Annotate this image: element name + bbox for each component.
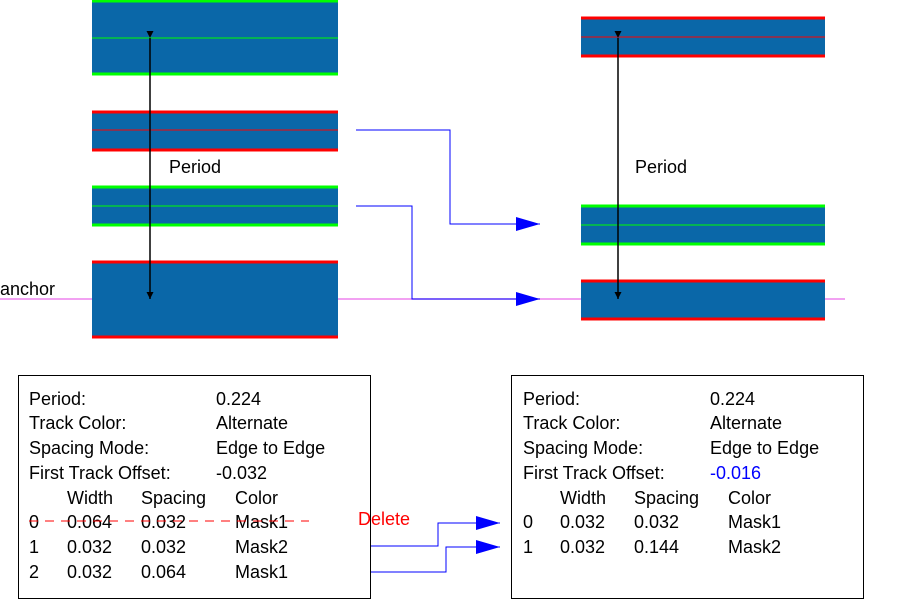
width-header: Width [67,488,114,508]
row-0-color: Mask1 [235,512,289,532]
color-header: Color [728,488,772,508]
left-track-mask1-middle [92,110,338,152]
row-2-index: 2 [29,562,40,582]
after-settings-panel: Period: 0.224 Track Color: Alternate Spa… [511,375,864,599]
row-1-color: Mask2 [728,537,782,557]
period-value: 0.224 [710,389,756,409]
row-2-spacing: 0.064 [141,562,187,582]
row-0-width: 0.032 [560,512,606,532]
first-track-offset-value: -0.032 [216,463,268,483]
track-color-label: Track Color: [523,413,621,433]
row-1-index: 1 [29,537,40,557]
spacing-header: Spacing [141,488,207,508]
first-track-offset-label: First Track Offset: [523,463,665,483]
left-track-mask2-top [92,0,338,76]
row-0-color: Mask1 [728,512,782,532]
row-2-color: Mask1 [235,562,289,582]
spacing-mode-label: Spacing Mode: [29,438,150,458]
row-1-index: 1 [523,537,534,557]
row-1-spacing: 0.144 [634,537,680,557]
left-track-mask2-middle [92,185,338,227]
spacing-header: Spacing [634,488,700,508]
spacing-mode-value: Edge to Edge [710,438,820,458]
period-label: Period: [29,389,87,409]
spacing-mode-value: Edge to Edge [216,438,326,458]
first-track-offset-label: First Track Offset: [29,463,171,483]
row-2-width: 0.032 [67,562,113,582]
row-0-index: 0 [29,512,40,532]
right-track-mask1 [581,279,825,321]
row-1-width: 0.032 [67,537,113,557]
first-track-offset-value: -0.016 [710,463,762,483]
track-color-value: Alternate [216,413,289,433]
row-0-spacing: 0.032 [634,512,680,532]
left-track-mask1-bottom [92,260,338,339]
track-color-label: Track Color: [29,413,127,433]
spacing-mode-label: Spacing Mode: [523,438,644,458]
right-period-label: Period [635,157,687,177]
before-settings-panel: Period: 0.224 Track Color: Alternate Spa… [18,375,371,599]
color-header: Color [235,488,279,508]
right-track-mask2 [581,204,825,246]
anchor-label: anchor [0,279,55,299]
connector-track-mask2 [356,205,540,306]
period-label: Period: [523,389,581,409]
row-1-width: 0.032 [560,537,606,557]
row-0-strikethrough [29,520,309,522]
row-0-spacing: 0.032 [141,512,187,532]
delete-label: Delete [358,509,411,529]
period-value: 0.224 [216,389,262,409]
connector-row-2 [328,540,500,573]
width-header: Width [560,488,607,508]
track-color-value: Alternate [710,413,783,433]
connector-track-mask1 [356,129,540,231]
right-track-mask2-top [581,16,825,58]
row-1-spacing: 0.032 [141,537,187,557]
row-0-width: 0.064 [67,512,113,532]
connector-row-1 [328,516,500,547]
row-0-index: 0 [523,512,534,532]
left-period-label: Period [169,157,221,177]
row-1-color: Mask2 [235,537,289,557]
